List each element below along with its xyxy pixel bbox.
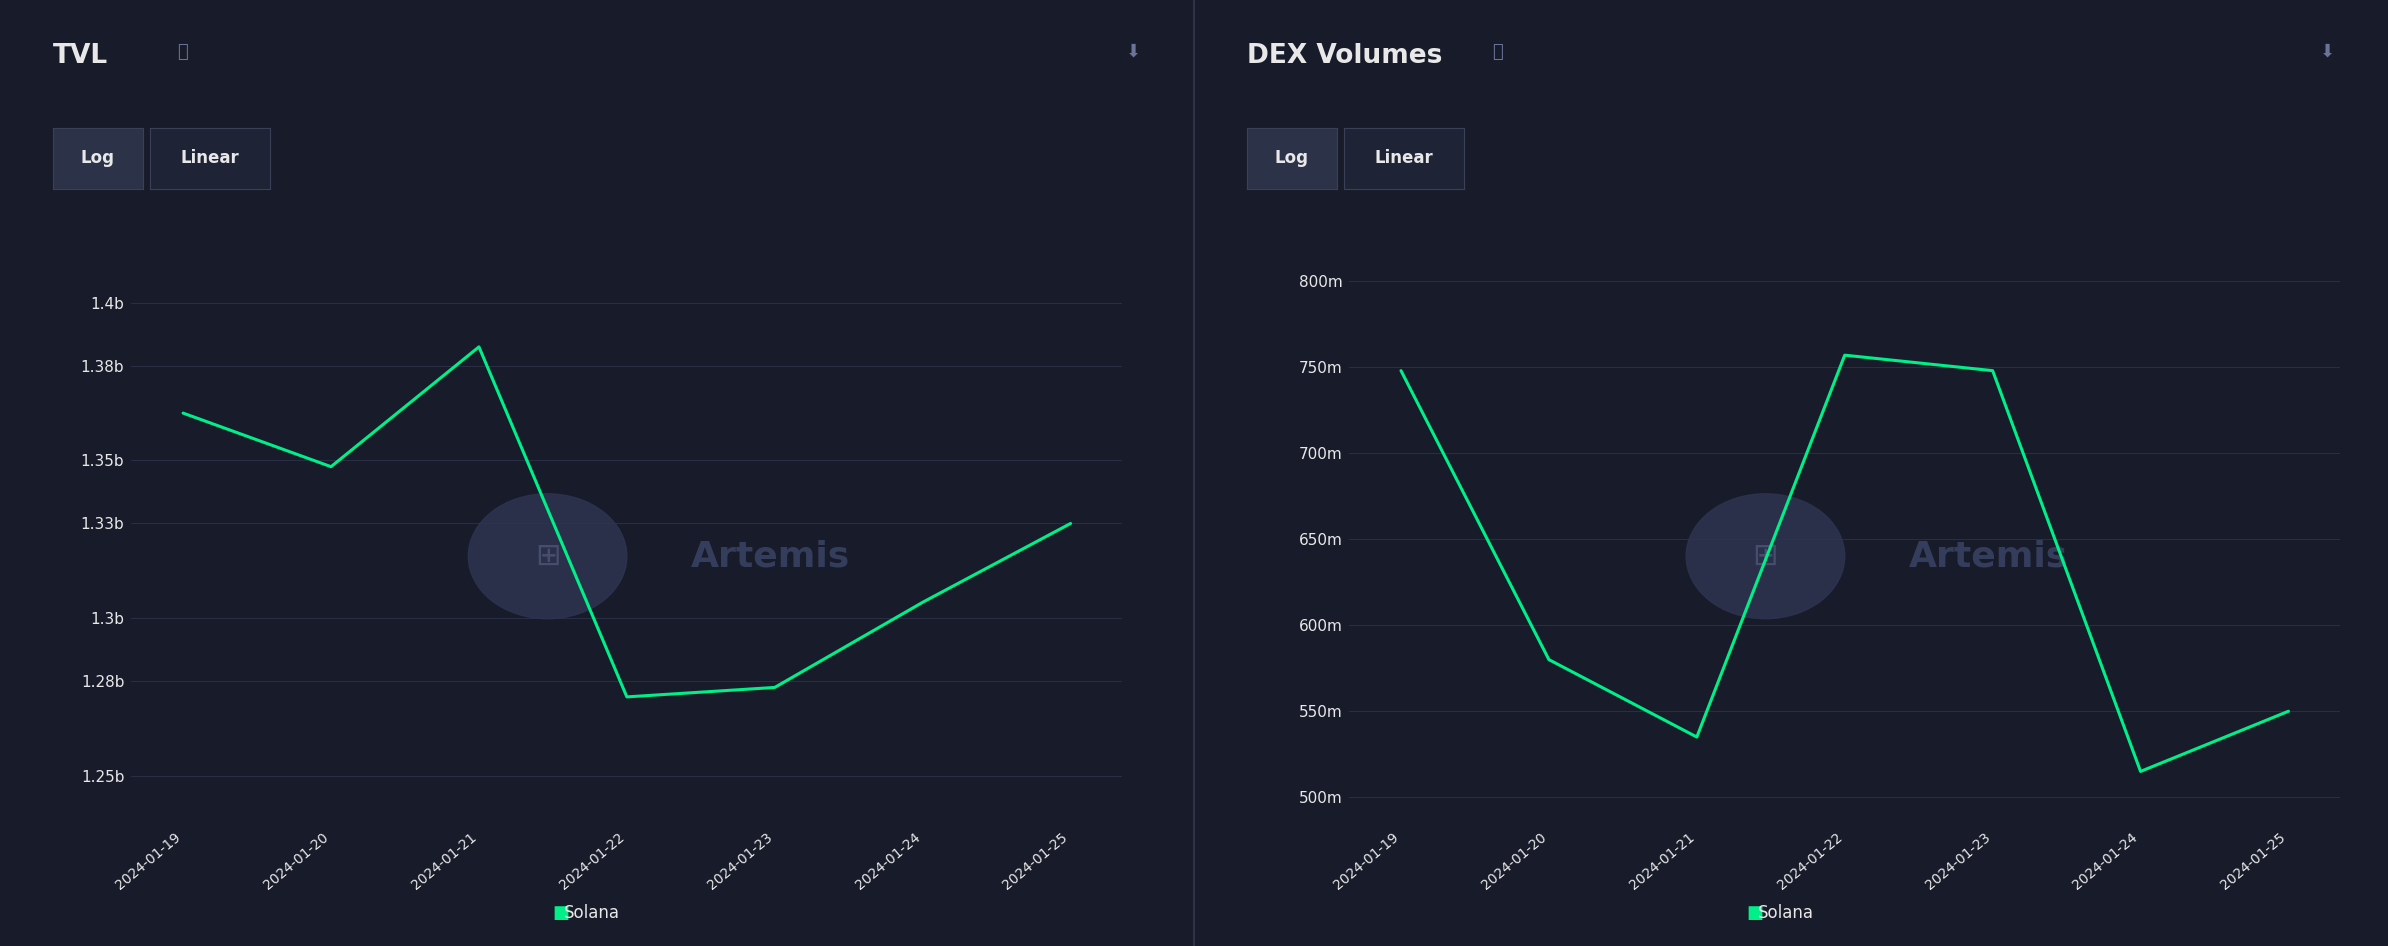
Text: Log: Log [81,149,115,167]
Text: Solana: Solana [564,904,621,922]
Text: Linear: Linear [1375,149,1433,167]
Text: Solana: Solana [1758,904,1815,922]
Text: ⊞: ⊞ [535,542,561,570]
Text: ■: ■ [552,904,571,922]
Text: ⓘ: ⓘ [177,43,189,61]
Text: Artemis: Artemis [1908,539,2068,573]
Text: ⬇: ⬇ [1127,43,1141,61]
Ellipse shape [468,494,626,619]
Text: DEX Volumes: DEX Volumes [1247,43,1442,68]
Text: ⊞: ⊞ [1753,542,1779,570]
Text: ■: ■ [1746,904,1765,922]
Text: Artemis: Artemis [690,539,850,573]
Text: ⓘ: ⓘ [1492,43,1504,61]
Text: Log: Log [1275,149,1309,167]
Text: TVL: TVL [53,43,107,68]
Ellipse shape [1686,494,1844,619]
Text: ⬇: ⬇ [2321,43,2335,61]
Text: Linear: Linear [181,149,239,167]
